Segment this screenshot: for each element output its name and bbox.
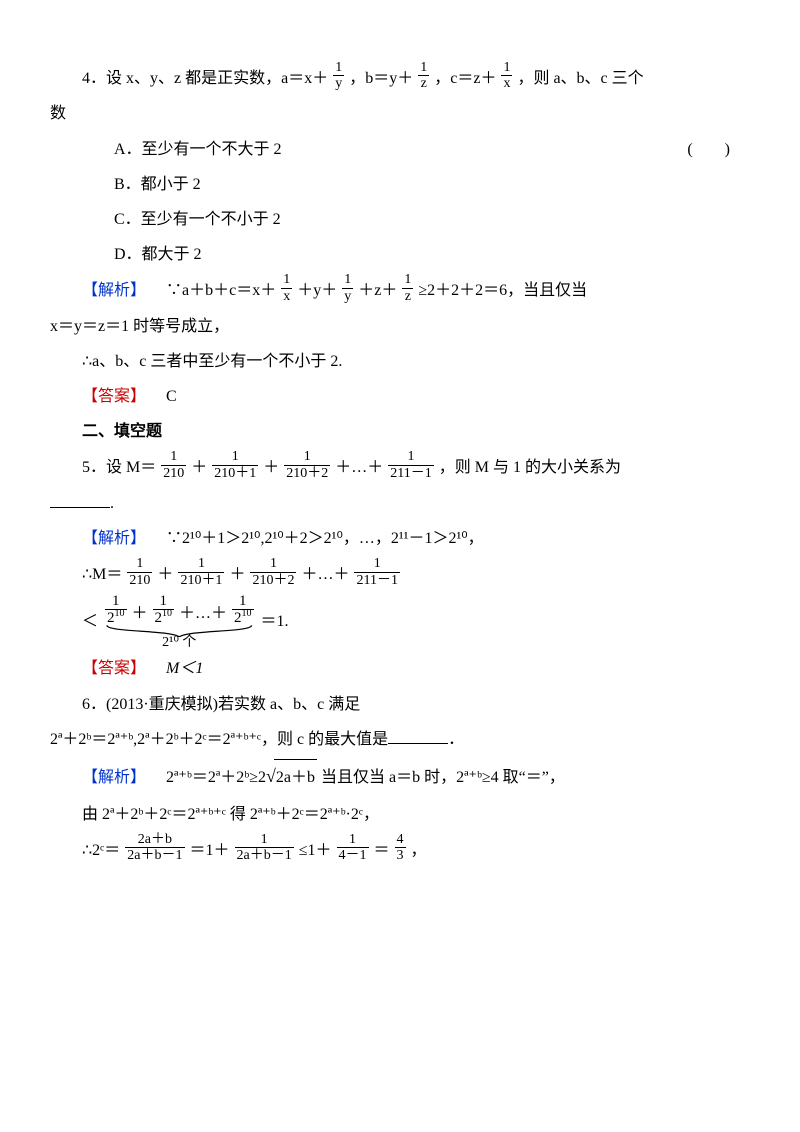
q5-f2: 1210＋1 [212,449,258,481]
q4-stem-2: 数 [50,96,750,131]
q5-h3: 1210 [232,593,254,627]
frac-1-z: 1z [418,60,429,92]
q4-opt-b: B．都小于 2 [50,167,750,202]
q5-f4: 1211－1 [388,449,433,481]
q6-f1: 2a＋b2a＋b－1 [125,832,184,864]
q5-blank: . [50,486,750,521]
q6-f4: 43 [395,832,406,864]
q4-sol-line2: x＝y＝z＝1 时等号成立， [50,309,750,344]
frac-1-y2: 1y [342,272,353,304]
q6-solution-1: 【解析】 2ª⁺ᵇ＝2ª＋2ᵇ≥2√2a＋b 当且仅当 a＝b 时，2ª⁺ᵇ≥4… [50,757,750,797]
q5-g4: 1211－1 [354,556,399,588]
frac-1-x: 1x [501,60,512,92]
underbrace-label: 2¹⁰ 个 [104,635,255,652]
q4-answer: 【答案】 C [50,379,750,414]
q4-solution: 【解析】 ∵a＋b＋c＝x＋ 1x ＋y＋ 1y ＋z＋ 1z ≥2＋2＋2＝6… [50,272,750,308]
blank-underline [388,727,448,744]
q4-opt-c: C．至少有一个不小于 2 [50,202,750,237]
solution-label: 【解析】 [82,283,146,300]
q5-h2: 1210 [153,593,175,627]
q6-solution-2: 由 2ª＋2ᵇ＋2ᶜ＝2ª⁺ᵇ⁺ᶜ 得 2ª⁺ᵇ＋2ᶜ＝2ª⁺ᵇ·2ᶜ， [50,797,750,832]
q5-g2: 1210＋1 [178,556,224,588]
q5-g1: 1210 [127,556,152,588]
q6-f2: 12a＋b－1 [235,832,294,864]
section-2-title: 二、填空题 [50,414,750,449]
q5-solution-2: ∴M＝ 1210 ＋ 1210＋1 ＋ 1210＋2 ＋…＋ 1211－1 [50,556,750,592]
q6-f3: 14－1 [337,832,369,864]
blank-underline [50,491,110,508]
underbrace: 1210 ＋ 1210 ＋…＋ 1210 2¹⁰ 个 [104,593,255,652]
sqrt: 2a＋b [274,759,317,795]
q5-h1: 1210 [105,593,127,627]
q6-stem: 6．(2013·重庆模拟)若实数 a、b、c 满足 [50,687,750,722]
q5-solution-1: 【解析】 ∵2¹⁰＋1＞2¹⁰,2¹⁰＋2＞2¹⁰，…，2¹¹－1＞2¹⁰， [50,521,750,556]
answer-label: 【答案】 [82,388,146,405]
q5-solution-3: ＜ 1210 ＋ 1210 ＋…＋ 1210 2¹⁰ 个 ＝1. [50,593,750,652]
frac-1-z2: 1z [402,272,413,304]
q4-stem-text: 4．设 x、y、z 都是正实数，a＝x＋ [82,70,328,87]
q5-answer: 【答案】 M＜1 [50,651,750,686]
q4-sol-line3: ∴a、b、c 三者中至少有一个不小于 2. [50,344,750,379]
solution-label: 【解析】 [82,530,146,547]
q6-solution-3: ∴2ᶜ＝ 2a＋b2a＋b－1 ＝1＋ 12a＋b－1 ≤1＋ 14－1 ＝ 4… [50,832,750,868]
answer-label: 【答案】 [82,660,146,677]
q5-f1: 1210 [161,449,186,481]
q5-f3: 1210＋2 [284,449,330,481]
q5-stem: 5．设 M＝ 1210 ＋ 1210＋1 ＋ 1210＋2 ＋…＋ 1211－1… [50,449,750,485]
frac-1-y: 1y [333,60,344,92]
frac-1-x2: 1x [281,272,292,304]
solution-label: 【解析】 [82,769,146,786]
q4-opt-a: A．至少有一个不大于 2 [50,132,750,167]
q4-stem: 4．设 x、y、z 都是正实数，a＝x＋ 1y ，b＝y＋ 1z ，c＝z＋ 1… [50,60,750,96]
q4-opt-d: D．都大于 2 [50,237,750,272]
q5-g3: 1210＋2 [250,556,296,588]
q6-line2: 2ª＋2ᵇ＝2ª⁺ᵇ,2ª＋2ᵇ＋2ᶜ＝2ª⁺ᵇ⁺ᶜ，则 c 的最大值是． [50,722,750,757]
